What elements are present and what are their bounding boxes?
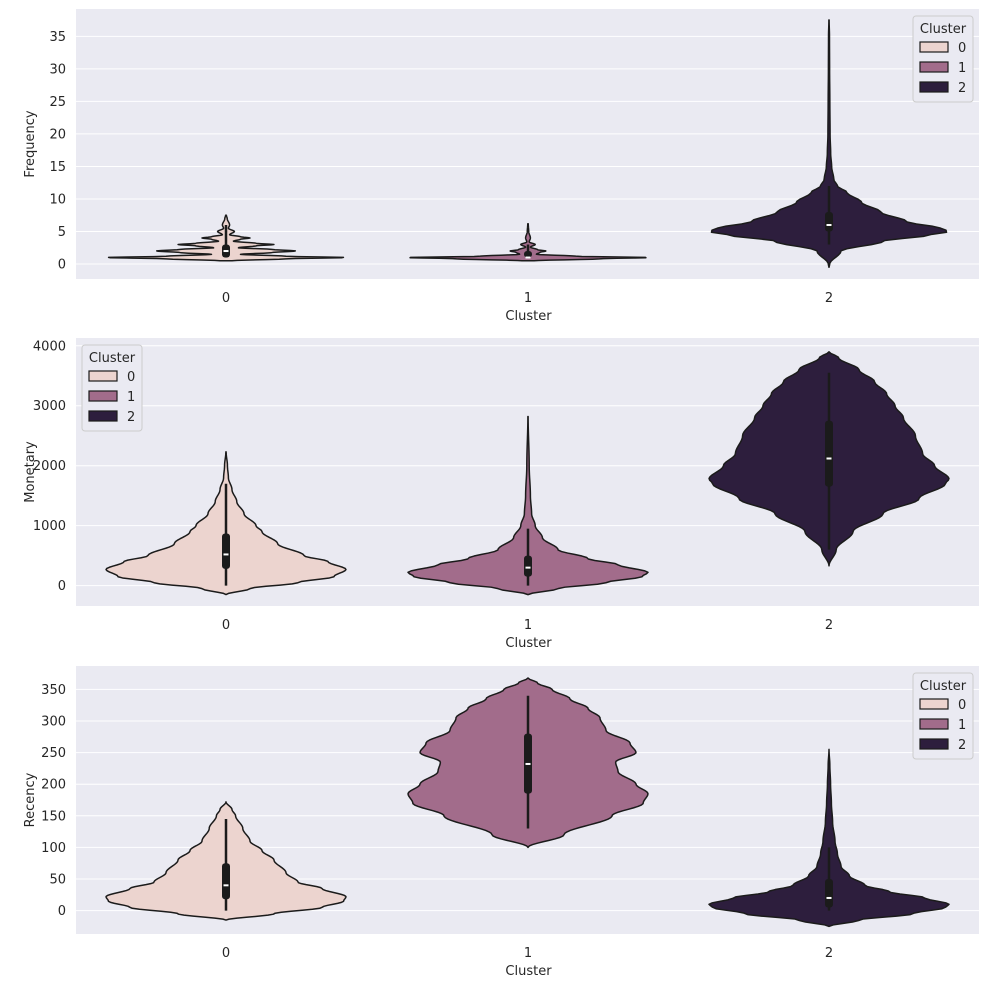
x-tick-label: 1 <box>524 291 532 306</box>
legend-frame <box>81 344 143 432</box>
legend-label: 1 <box>958 718 966 733</box>
legend-label: 2 <box>958 81 966 96</box>
violin-cluster-2 <box>708 748 950 928</box>
iqr-box <box>524 555 532 577</box>
legend-title: Cluster <box>920 22 967 37</box>
y-tick-label: 150 <box>41 809 66 824</box>
iqr-box <box>825 211 833 232</box>
x-tick-label: 1 <box>524 618 532 633</box>
legend-swatch-1 <box>88 390 118 402</box>
iqr-box <box>524 251 532 258</box>
x-tick-label: 0 <box>222 618 230 633</box>
legend-swatch-2 <box>919 81 949 93</box>
y-tick-label: 4000 <box>33 339 66 354</box>
legend-frame <box>912 672 974 760</box>
x-tick-label: 0 <box>222 291 230 306</box>
legend-label: 2 <box>958 738 966 753</box>
violin-cluster-2 <box>710 19 948 269</box>
y-tick-label: 350 <box>41 683 66 698</box>
y-tick-label: 15 <box>49 160 66 175</box>
legend-label: 0 <box>127 370 135 385</box>
y-tick-label: 30 <box>49 62 66 77</box>
legend-title: Cluster <box>89 351 136 366</box>
legend-swatch-0 <box>919 698 949 710</box>
legend: Cluster 0 1 2 <box>912 15 974 103</box>
y-axis-label: Recency <box>23 772 38 827</box>
y-axis-label: Frequency <box>23 110 38 177</box>
legend-swatch-1 <box>919 718 949 730</box>
y-tick-label: 100 <box>41 841 66 856</box>
legend-swatch-2 <box>919 738 949 750</box>
y-tick-label: 1000 <box>33 519 66 534</box>
legend-swatch-2 <box>88 410 118 422</box>
x-tick-label: 2 <box>825 291 833 306</box>
y-tick-label: 50 <box>49 873 66 888</box>
y-axis-label: Monetary <box>23 441 38 503</box>
violin-panel-recency: 0 50 100 150 200 250 300 350 0 1 2 Cluster Recency Cl… <box>23 666 979 979</box>
y-tick-label: 200 <box>41 778 66 793</box>
legend-label: 0 <box>958 41 966 56</box>
x-axis-label: Cluster <box>505 309 552 324</box>
violin-cluster-1 <box>407 415 649 596</box>
iqr-box <box>222 533 230 569</box>
y-tick-label: 0 <box>58 258 66 273</box>
y-tick-label: 10 <box>49 192 66 207</box>
y-tick-label: 0 <box>58 579 66 594</box>
y-tick-label: 300 <box>41 714 66 729</box>
legend-swatch-0 <box>919 41 949 53</box>
legend-frame <box>912 15 974 103</box>
y-tick-label: 0 <box>58 904 66 919</box>
iqr-box <box>222 863 230 900</box>
iqr-box <box>825 879 833 908</box>
y-tick-label: 5 <box>58 225 66 240</box>
y-tick-label: 3000 <box>33 399 66 414</box>
y-tick-label: 2000 <box>33 459 66 474</box>
legend-swatch-1 <box>919 61 949 73</box>
y-tick-label: 35 <box>49 30 66 45</box>
x-tick-label: 2 <box>825 618 833 633</box>
x-tick-label: 1 <box>524 946 532 961</box>
y-tick-label: 250 <box>41 746 66 761</box>
legend-label: 2 <box>127 410 135 425</box>
x-axis-label: Cluster <box>505 964 552 979</box>
violin-panel-monetary: 0 1000 2000 3000 4000 0 1 2 Cluster Monetary Clust… <box>23 338 979 651</box>
legend-title: Cluster <box>920 679 967 694</box>
legend: Cluster 0 1 2 <box>81 344 143 432</box>
legend-label: 0 <box>958 698 966 713</box>
x-tick-label: 2 <box>825 946 833 961</box>
legend: Cluster 0 1 2 <box>912 672 974 760</box>
legend-label: 1 <box>958 61 966 76</box>
iqr-box <box>825 420 833 487</box>
x-tick-label: 0 <box>222 946 230 961</box>
y-tick-label: 25 <box>49 95 66 110</box>
legend-label: 1 <box>127 390 135 405</box>
x-axis-label: Cluster <box>505 636 552 651</box>
legend-swatch-0 <box>88 370 118 382</box>
y-tick-label: 20 <box>49 127 66 142</box>
violin-cluster-1 <box>409 222 647 262</box>
